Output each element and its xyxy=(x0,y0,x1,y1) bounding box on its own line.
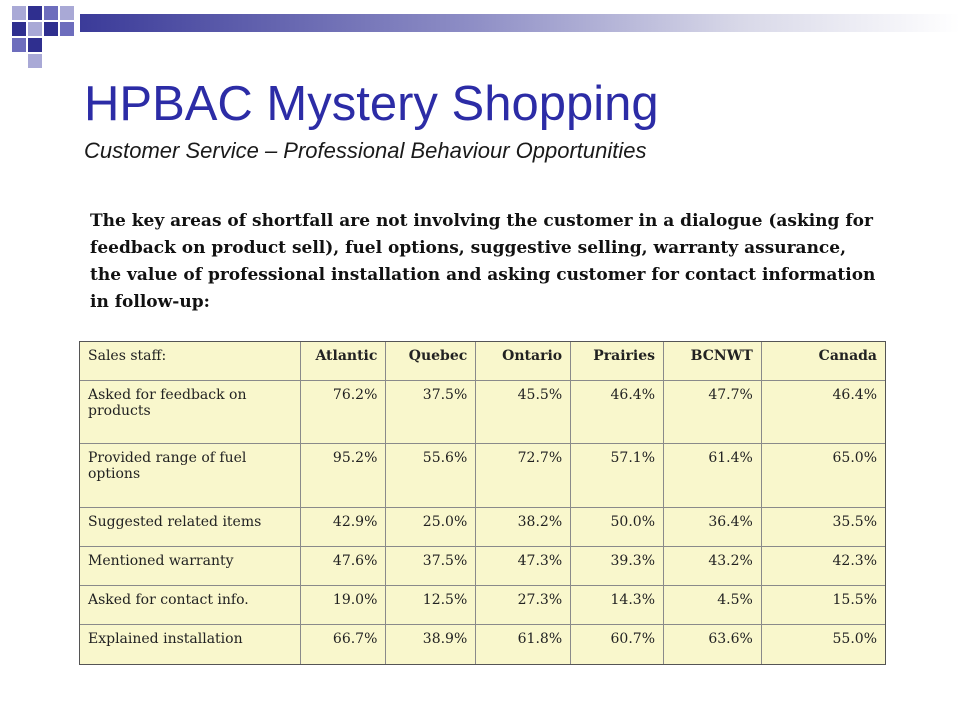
header-cell-canada: Canada xyxy=(760,342,885,381)
table-row: Provided range of fuel options 95.2% 55.… xyxy=(80,443,885,508)
table-cell: 37.5% xyxy=(385,379,477,445)
table-cell: 38.2% xyxy=(475,506,572,547)
decor-square xyxy=(12,6,26,20)
table-cell: 47.6% xyxy=(300,545,387,587)
table-cell: 14.3% xyxy=(570,585,664,626)
decor-square xyxy=(12,38,26,52)
table-cell: 45.5% xyxy=(475,379,572,445)
table-cell: 66.7% xyxy=(300,624,387,664)
header-cell-bcnwt: BCNWT xyxy=(663,342,762,381)
table-cell: 55.6% xyxy=(385,443,477,508)
table-cell: 46.4% xyxy=(570,379,664,445)
table-cell: 42.9% xyxy=(300,506,387,547)
table-cell: 36.4% xyxy=(663,506,762,547)
table-row: Suggested related items 42.9% 25.0% 38.2… xyxy=(80,506,885,547)
decor-square xyxy=(12,22,26,36)
table-row: Asked for contact info. 19.0% 12.5% 27.3… xyxy=(80,585,885,626)
table-cell: 55.0% xyxy=(760,624,885,664)
table-row: Asked for feedback on products 76.2% 37.… xyxy=(80,379,885,445)
decor-square xyxy=(28,38,42,52)
row-label: Asked for contact info. xyxy=(80,585,302,626)
table-cell: 19.0% xyxy=(300,585,387,626)
row-label: Provided range of fuel options xyxy=(80,443,302,508)
decor-square xyxy=(28,54,42,68)
decor-square xyxy=(44,22,58,36)
table-row: Mentioned warranty 47.6% 37.5% 47.3% 39.… xyxy=(80,545,885,587)
table-cell: 60.7% xyxy=(570,624,664,664)
table-cell: 65.0% xyxy=(760,443,885,508)
table-cell: 61.4% xyxy=(663,443,762,508)
table-cell: 27.3% xyxy=(475,585,572,626)
table-row: Explained installation 66.7% 38.9% 61.8%… xyxy=(80,624,885,664)
table-cell: 4.5% xyxy=(663,585,762,626)
table-cell: 50.0% xyxy=(570,506,664,547)
decor-square xyxy=(28,22,42,36)
table-cell: 57.1% xyxy=(570,443,664,508)
row-label: Suggested related items xyxy=(80,506,302,547)
table-cell: 25.0% xyxy=(385,506,477,547)
table-cell: 47.3% xyxy=(475,545,572,587)
row-label: Asked for feedback on products xyxy=(80,379,302,445)
header-cell-prairies: Prairies xyxy=(570,342,664,381)
table-cell: 42.3% xyxy=(760,545,885,587)
results-table: Sales staff: Atlantic Quebec Ontario Pra… xyxy=(80,342,885,664)
table-header-row: Sales staff: Atlantic Quebec Ontario Pra… xyxy=(80,342,885,381)
table-cell: 43.2% xyxy=(663,545,762,587)
page-subtitle: Customer Service – Professional Behaviou… xyxy=(84,138,647,163)
table-cell: 38.9% xyxy=(385,624,477,664)
decor-square xyxy=(44,6,58,20)
intro-paragraph: The key areas of shortfall are not invol… xyxy=(90,211,876,312)
table-cell: 47.7% xyxy=(663,379,762,445)
page-title: HPBAC Mystery Shopping xyxy=(84,77,659,131)
table-cell: 46.4% xyxy=(760,379,885,445)
header-cell-atlantic: Atlantic xyxy=(300,342,387,381)
table-cell: 15.5% xyxy=(760,585,885,626)
table-cell: 35.5% xyxy=(760,506,885,547)
table-cell: 95.2% xyxy=(300,443,387,508)
table-cell: 72.7% xyxy=(475,443,572,508)
table-cell: 76.2% xyxy=(300,379,387,445)
table-cell: 39.3% xyxy=(570,545,664,587)
row-label: Explained installation xyxy=(80,624,302,664)
header-cell-ontario: Ontario xyxy=(475,342,572,381)
results-table-container: Sales staff: Atlantic Quebec Ontario Pra… xyxy=(79,341,886,665)
header-gradient-bar xyxy=(80,14,960,32)
table-cell: 61.8% xyxy=(475,624,572,664)
decor-square xyxy=(60,6,74,20)
decor-square xyxy=(60,22,74,36)
row-label: Mentioned warranty xyxy=(80,545,302,587)
table-cell: 37.5% xyxy=(385,545,477,587)
header-cell-label: Sales staff: xyxy=(80,342,302,381)
table-cell: 12.5% xyxy=(385,585,477,626)
decor-square xyxy=(28,6,42,20)
table-cell: 63.6% xyxy=(663,624,762,664)
header-cell-quebec: Quebec xyxy=(385,342,477,381)
